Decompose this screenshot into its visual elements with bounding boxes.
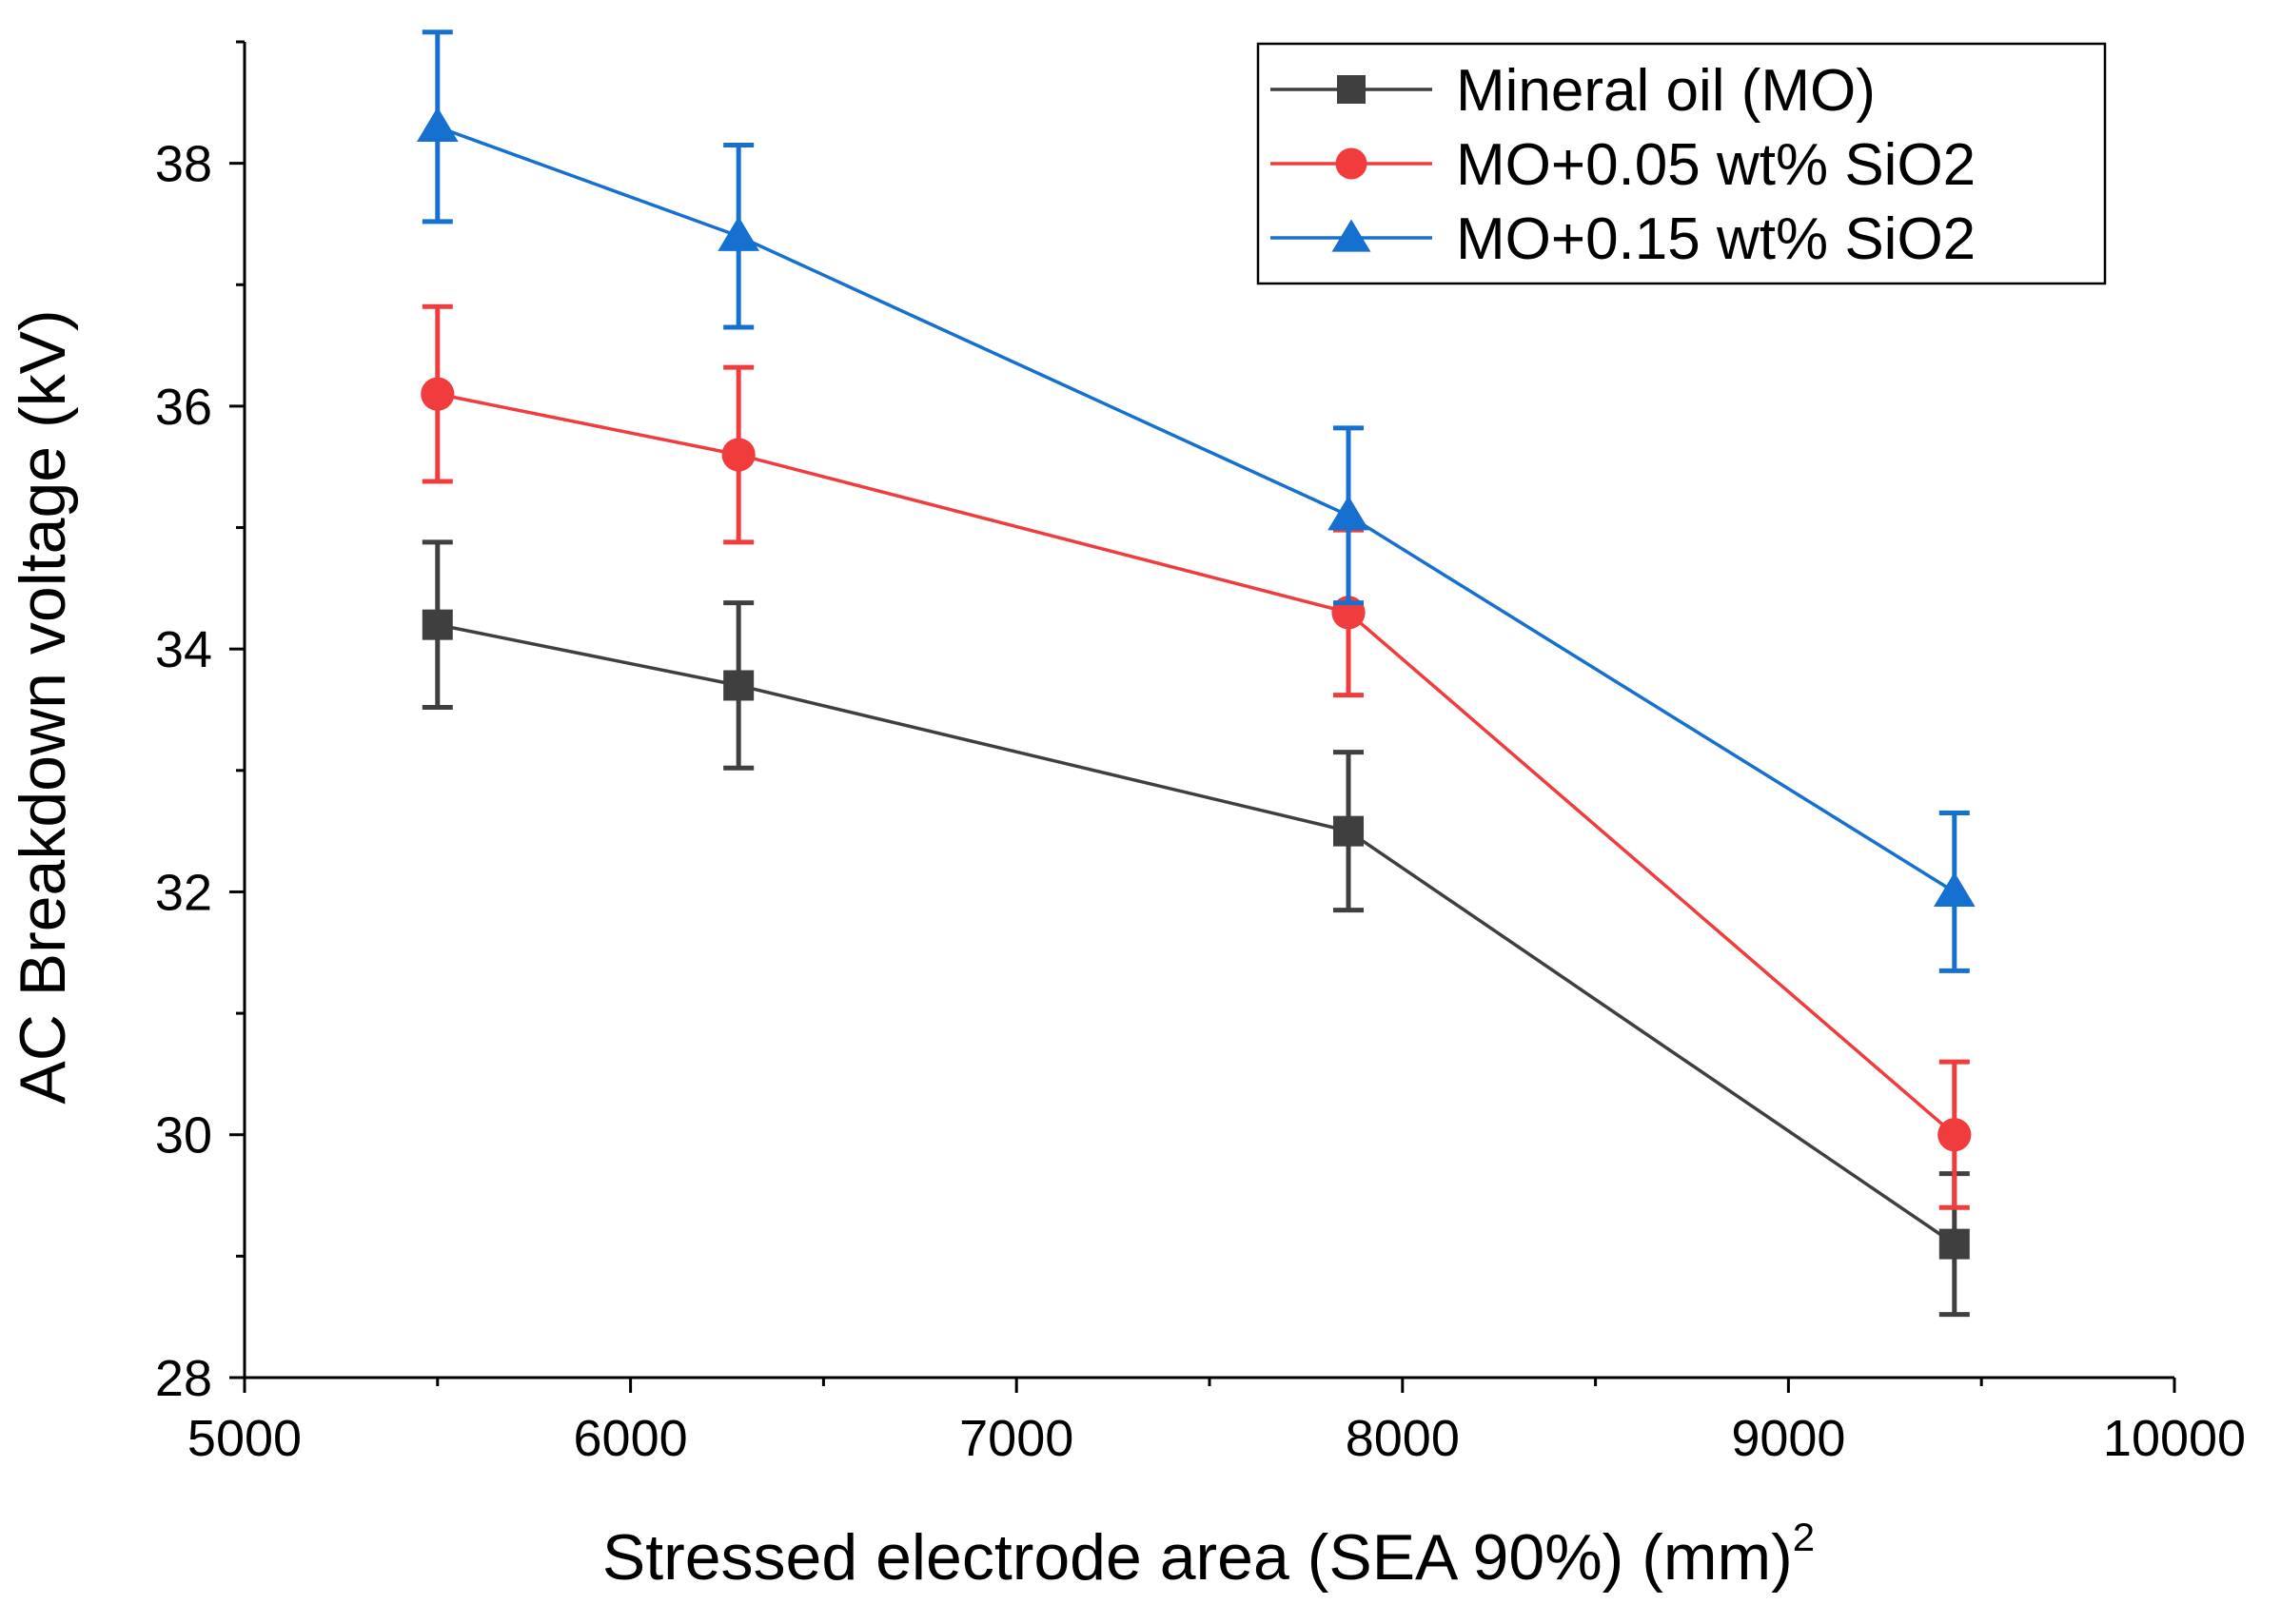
legend-marker	[1331, 219, 1371, 252]
legend-label: MO+0.05 wt% SiO2	[1456, 132, 1976, 198]
data-point	[1938, 1228, 1970, 1260]
x-tick-label: 7000	[959, 1410, 1073, 1467]
y-axis-ticks: 28 30 32 34 36 38	[155, 40, 245, 1407]
x-tick-label: 8000	[1346, 1410, 1460, 1467]
x-tick-label: 5000	[187, 1410, 302, 1467]
data-point	[1933, 871, 1976, 908]
legend-box	[1256, 42, 2107, 285]
data-point	[422, 609, 453, 640]
x-axis-label-superscript: 2	[1793, 1515, 1815, 1559]
data-point	[416, 107, 459, 142]
y-tick-label: 32	[155, 864, 212, 921]
legend-marker	[1337, 75, 1366, 104]
series-3	[416, 29, 1976, 973]
legend-label: Mineral oil (MO)	[1456, 58, 1876, 124]
data-point	[421, 377, 455, 411]
y-tick-label: 34	[155, 621, 212, 678]
series-1	[422, 539, 1970, 1318]
legend-entry-2: MO+0.05 wt% SiO2	[1270, 132, 1976, 198]
x-axis-ticks: 5000 6000 7000 8000 9000 10000	[187, 1378, 2246, 1467]
y-tick-label: 28	[155, 1350, 212, 1407]
y-tick-label: 38	[155, 136, 212, 193]
x-tick-label: 10000	[2103, 1410, 2246, 1467]
x-tick-label: 6000	[574, 1410, 688, 1467]
legend-marker	[1335, 147, 1367, 180]
x-axis-label-text: Stressed electrode area (SEA 90%) (mm)	[602, 1521, 1793, 1594]
data-point	[723, 670, 755, 701]
data-point	[1937, 1118, 1972, 1152]
y-tick-label: 36	[155, 379, 212, 436]
legend-label: MO+0.15 wt% SiO2	[1456, 206, 1976, 272]
data-point	[1333, 815, 1365, 847]
legend-entry-3: MO+0.15 wt% SiO2	[1270, 206, 1976, 272]
legend-entry-1: Mineral oil (MO)	[1270, 58, 1876, 124]
y-tick-label: 30	[155, 1107, 212, 1164]
y-axis-label: AC Breakdown voltage (kV)	[7, 309, 79, 1104]
data-point	[718, 216, 760, 251]
x-axis-label: Stressed electrode area (SEA 90%) (mm)2	[602, 1515, 1815, 1594]
legend: Mineral oil (MO) MO+0.05 wt% SiO2 MO+0.15 …	[1256, 42, 2107, 285]
series-line	[437, 392, 1956, 1137]
data-point	[1327, 495, 1369, 531]
series-layer	[416, 29, 1976, 1318]
series-line	[437, 622, 1956, 1246]
x-tick-label: 9000	[1731, 1410, 1845, 1467]
series-line	[437, 125, 1956, 893]
data-point	[721, 438, 756, 472]
